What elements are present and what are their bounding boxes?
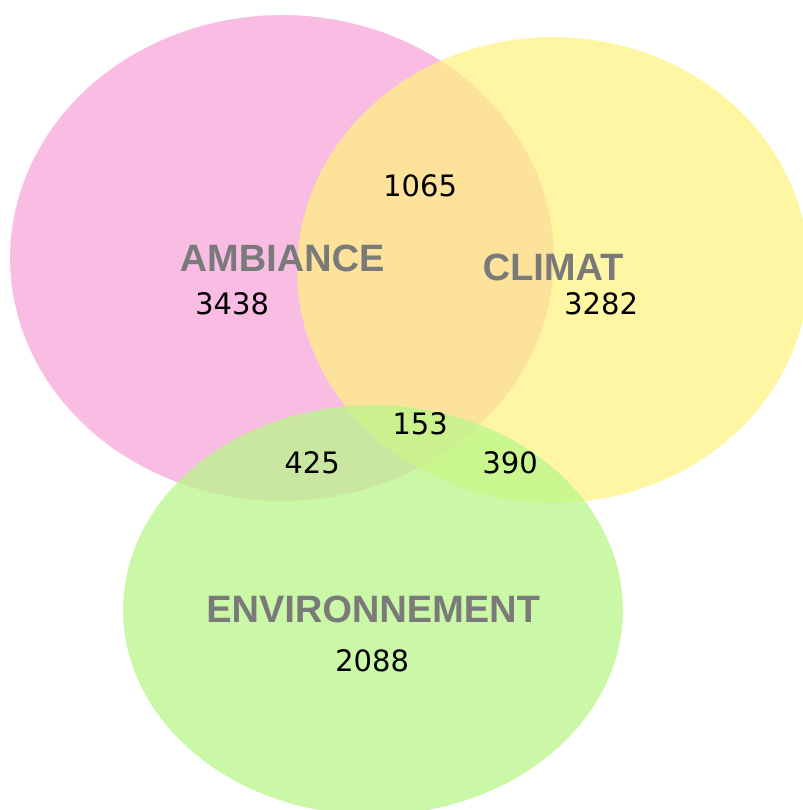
climat-circle: [297, 37, 803, 503]
region-count: 3438: [195, 287, 269, 321]
region-count: 153: [392, 407, 447, 441]
set-label: ENVIRONNEMENT: [206, 589, 540, 631]
region-count: 2088: [335, 644, 409, 678]
region-count: 390: [482, 446, 537, 480]
set-label: CLIMAT: [483, 247, 624, 289]
region-count: 1065: [383, 169, 457, 203]
region-count: 3282: [564, 287, 638, 321]
region-count: 425: [284, 446, 339, 480]
set-label: AMBIANCE: [180, 238, 385, 280]
environnement-circle: [123, 405, 623, 810]
